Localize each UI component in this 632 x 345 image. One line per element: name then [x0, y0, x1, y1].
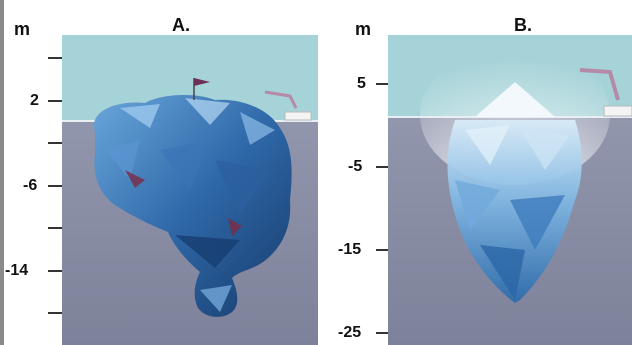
panel-b-tick-label: -5 [348, 158, 363, 175]
iceberg-a-facet [175, 235, 240, 268]
panel-a-tick-label: 2 [30, 92, 39, 109]
panel-a-scene [62, 35, 318, 345]
panel-b-scene [388, 35, 632, 345]
iceberg-b-facet [510, 195, 565, 250]
iceberg-a-facet [200, 285, 232, 312]
iceberg-a-dark-spot [125, 170, 145, 188]
panel-a-flag [194, 78, 210, 86]
panel-a-title: A. [172, 15, 190, 35]
panel-b-tick-label: -15 [338, 241, 362, 258]
panel-a-tick-label: -6 [23, 177, 38, 194]
panel-a-ship [284, 111, 312, 121]
iceberg-b-facet [520, 128, 570, 170]
panel-a-unit-label: m [14, 19, 31, 39]
iceberg-b-facet [465, 125, 510, 165]
panel-b-tick-label: -25 [338, 324, 362, 341]
iceberg-a-dark-spot [228, 218, 242, 236]
panel-b-unit-label: m [355, 19, 372, 39]
panel-b-iceberg [447, 120, 582, 303]
panel-a-axis [48, 57, 62, 314]
iceberg-a-facet [160, 140, 210, 190]
panel-a-tick-label: -14 [5, 262, 29, 279]
panel-a-iceberg [93, 94, 292, 317]
panel-b-iceberg-tip [475, 82, 555, 117]
panel-b-axis [376, 83, 388, 334]
iceberg-a-facet [120, 104, 160, 128]
left-edge-bar [0, 0, 4, 345]
panel-b-ship-crane [579, 68, 620, 101]
panel-b-tick-label: 5 [357, 75, 366, 92]
panel-b-title: B. [514, 15, 532, 35]
iceberg-b-facet [455, 180, 500, 230]
iceberg-a-facet [240, 112, 275, 145]
iceberg-a-facet [105, 140, 140, 180]
panel-b-ship [603, 105, 632, 117]
iceberg-a-facet [185, 98, 230, 125]
panel-a-ship-crane [264, 90, 298, 109]
iceberg-a-facet [215, 160, 270, 215]
iceberg-b-facet [480, 245, 525, 300]
